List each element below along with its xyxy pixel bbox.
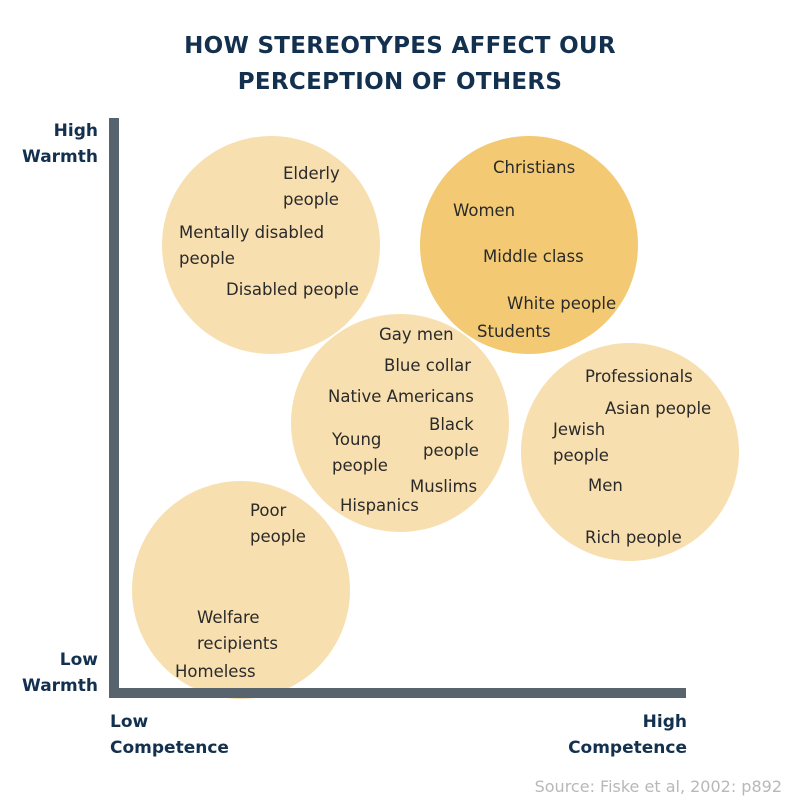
title-line-2: PERCEPTION OF OTHERS <box>237 69 563 95</box>
label-young-people: Young people <box>332 427 388 479</box>
x-axis-low-label: Low Competence <box>110 709 229 761</box>
label-elderly-people-line-2: people <box>283 190 339 209</box>
circle-low-warmth-low-competence <box>132 481 350 699</box>
x-axis-line <box>109 688 686 698</box>
label-mentally-disabled-people: Mentally disabled people <box>179 220 324 272</box>
label-women: Women <box>453 201 516 220</box>
label-poor-people: Poor people <box>250 498 306 550</box>
circle-high-warmth-low-competence <box>162 136 380 354</box>
label-men: Men <box>588 476 623 495</box>
title-line-1: HOW STEREOTYPES AFFECT OUR <box>184 33 616 59</box>
x-axis-high-label-line-1: High <box>642 712 687 732</box>
source-citation: Source: Fiske et al, 2002: p892 <box>534 777 782 796</box>
y-axis-high-label-line-1: High <box>53 121 98 141</box>
y-axis-low-label: Low Warmth <box>22 647 98 699</box>
label-asian-people: Asian people <box>605 399 712 418</box>
label-young-people-line-1: Young <box>332 430 382 449</box>
y-axis-high-label: High Warmth <box>22 118 98 170</box>
label-welfare-recipients: Welfare recipients <box>197 605 278 657</box>
diagram-title: HOW STEREOTYPES AFFECT OUR PERCEPTION OF… <box>0 28 800 100</box>
label-jewish-people: Jewish people <box>553 417 609 469</box>
label-poor-people-line-1: Poor <box>250 501 287 520</box>
x-axis-high-label-line-2: Competence <box>568 738 687 758</box>
label-poor-people-line-2: people <box>250 527 306 546</box>
label-young-people-line-2: people <box>332 456 388 475</box>
label-rich-people: Rich people <box>585 528 682 547</box>
label-native-americans: Native Americans <box>328 387 474 406</box>
label-homeless: Homeless <box>175 662 256 681</box>
y-axis-line <box>109 118 119 698</box>
y-axis-high-label-line-2: Warmth <box>22 147 98 167</box>
circle-high-warmth-high-competence <box>420 136 638 354</box>
label-mentally-disabled-people-line-2: people <box>179 249 235 268</box>
x-axis-low-label-line-1: Low <box>110 712 149 732</box>
label-disabled-people: Disabled people <box>226 280 359 299</box>
label-black-people-line-2: people <box>423 441 479 460</box>
label-gay-men: Gay men <box>379 325 454 344</box>
label-elderly-people-line-1: Elderly <box>283 164 340 183</box>
label-professionals: Professionals <box>585 367 693 386</box>
label-elderly-people: Elderly people <box>283 161 340 213</box>
x-axis-low-label-line-2: Competence <box>110 738 229 758</box>
label-jewish-people-line-1: Jewish <box>553 420 606 439</box>
label-students: Students <box>477 322 551 341</box>
label-welfare-recipients-line-2: recipients <box>197 634 278 653</box>
label-christians: Christians <box>493 158 576 177</box>
y-axis-low-label-line-1: Low <box>59 650 98 670</box>
circle-low-warmth-high-competence <box>521 343 739 561</box>
label-mentally-disabled-people-line-1: Mentally disabled <box>179 223 325 242</box>
label-middle-class: Middle class <box>483 247 584 266</box>
label-blue-collar: Blue collar <box>384 356 471 375</box>
label-muslims: Muslims <box>410 477 478 496</box>
label-welfare-recipients-line-1: Welfare <box>197 608 260 627</box>
circle-middle <box>291 314 509 532</box>
label-black-people: Black people <box>423 412 479 464</box>
label-jewish-people-line-2: people <box>553 446 609 465</box>
label-hispanics: Hispanics <box>340 496 419 515</box>
x-axis-high-label: High Competence <box>568 709 687 761</box>
y-axis-low-label-line-2: Warmth <box>22 676 98 696</box>
label-black-people-line-1: Black <box>429 415 474 434</box>
label-white-people: White people <box>507 294 617 313</box>
